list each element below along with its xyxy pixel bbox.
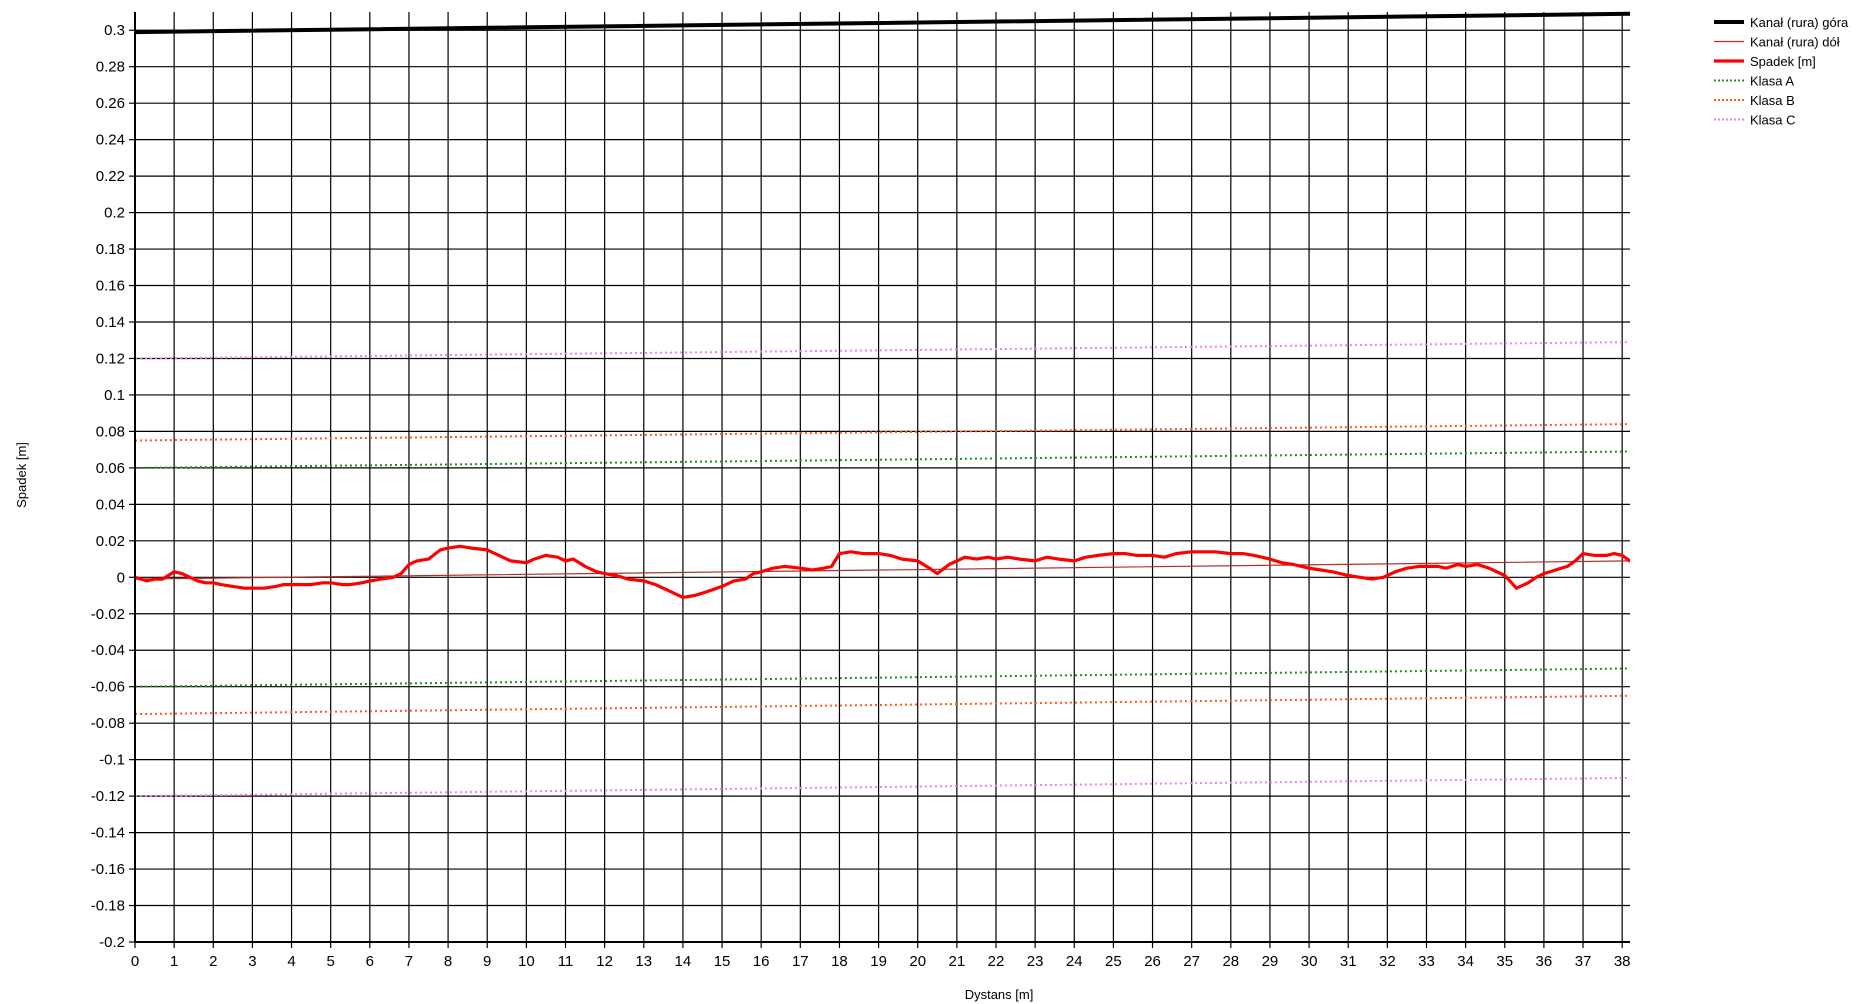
y-axis-title: Spadek [m]: [14, 442, 29, 508]
y-tick-label: -0.16: [91, 861, 125, 878]
x-tick-label: 4: [287, 953, 295, 970]
y-tick-label: 0.24: [96, 132, 125, 149]
x-tick-label: 22: [988, 953, 1005, 970]
y-tick-label: 0.12: [96, 350, 125, 367]
y-tick-label: 0.18: [96, 241, 125, 258]
x-tick-label: 8: [444, 953, 452, 970]
legend-label-klasa-c: Klasa C: [1750, 113, 1796, 128]
x-tick-label: 37: [1575, 953, 1592, 970]
y-tick-label: -0.2: [99, 934, 125, 951]
series-line-klasa-b-lower: [135, 694, 1630, 716]
x-tick-label: 17: [792, 953, 809, 970]
y-tick-label: -0.02: [91, 606, 125, 623]
x-tick-label: 25: [1105, 953, 1122, 970]
legend-label-kana-rura-d: Kanał (rura) dół: [1750, 35, 1840, 50]
y-tick-label: -0.12: [91, 788, 125, 805]
x-tick-label: 10: [518, 953, 535, 970]
y-tick-label: 0.16: [96, 278, 125, 295]
x-tick-label: 0: [131, 953, 139, 970]
x-tick-label: 28: [1222, 953, 1239, 970]
y-tick-label: 0.08: [96, 423, 125, 440]
x-tick-label: 31: [1340, 953, 1357, 970]
series-line-klasa-a: [135, 450, 1630, 469]
series-line-klasa-c: [135, 341, 1630, 360]
x-tick-label: 20: [909, 953, 926, 970]
legend-label-klasa-b: Klasa B: [1750, 93, 1795, 108]
y-tick-label: -0.04: [91, 642, 125, 659]
x-tick-label: 5: [327, 953, 335, 970]
x-tick-label: 29: [1262, 953, 1279, 970]
y-tick-label: -0.1: [99, 752, 125, 769]
legend-label-spadek-m: Spadek [m]: [1750, 54, 1816, 69]
x-tick-label: 2: [209, 953, 217, 970]
series-line-klasa-c-lower: [135, 776, 1630, 798]
y-tick-label: 0.04: [96, 496, 125, 513]
x-tick-label: 21: [949, 953, 966, 970]
y-tick-label: -0.06: [91, 679, 125, 696]
y-tick-label: 0.14: [96, 314, 125, 331]
x-tick-label: 12: [596, 953, 613, 970]
axes: [129, 12, 1630, 948]
x-tick-label: 27: [1183, 953, 1200, 970]
x-tick-label: 14: [675, 953, 692, 970]
legend: Kanał (rura) góra Kanał (rura) dół Spadek …: [1714, 15, 1849, 128]
series-line-spadek-m: [135, 544, 1630, 599]
x-tick-label: 26: [1144, 953, 1161, 970]
tick-labels: 0 1 2 3 4 5 6 7 8 9 10 11 12 13 14 15 16 17 18 19 20 21 22 23 24…: [91, 22, 1631, 970]
y-tick-label: 0.06: [96, 460, 125, 477]
y-tick-label: 0.1: [104, 387, 125, 404]
x-tick-label: 23: [1027, 953, 1044, 970]
x-tick-label: 3: [248, 953, 256, 970]
y-tick-label: 0.26: [96, 95, 125, 112]
series-line-klasa-a-lower: [135, 667, 1630, 688]
x-tick-label: 13: [635, 953, 652, 970]
x-tick-label: 9: [483, 953, 491, 970]
y-tick-label: -0.14: [91, 825, 125, 842]
x-tick-label: 33: [1418, 953, 1435, 970]
x-tick-label: 36: [1536, 953, 1553, 970]
x-tick-label: 11: [558, 953, 574, 970]
y-tick-label: 0.28: [96, 59, 125, 76]
x-tick-label: 7: [405, 953, 413, 970]
x-tick-label: 34: [1457, 953, 1474, 970]
x-tick-label: 16: [753, 953, 770, 970]
x-tick-label: 15: [714, 953, 731, 970]
y-tick-label: 0.02: [96, 533, 125, 550]
y-tick-label: 0.3: [104, 22, 125, 39]
x-tick-label: 35: [1496, 953, 1513, 970]
x-tick-label: 24: [1066, 953, 1083, 970]
y-tick-label: -0.08: [91, 715, 125, 732]
x-tick-label: 18: [831, 953, 848, 970]
y-tick-label: 0: [117, 569, 125, 586]
x-tick-label: 38: [1614, 953, 1631, 970]
legend-label-klasa-a: Klasa A: [1750, 74, 1794, 89]
grid: [134, 12, 1630, 943]
series-line-klasa-b: [135, 423, 1630, 442]
legend-label-kana-rura-g-ra: Kanał (rura) góra: [1750, 15, 1849, 30]
x-tick-label: 19: [870, 953, 887, 970]
series-line-kana-rura-d: [135, 560, 1630, 580]
x-tick-label: 30: [1301, 953, 1318, 970]
x-tick-label: 6: [366, 953, 374, 970]
y-tick-label: -0.18: [91, 898, 125, 915]
y-tick-label: 0.2: [104, 205, 125, 222]
x-tick-label: 32: [1379, 953, 1396, 970]
x-axis-title: Dystans [m]: [965, 987, 1034, 1002]
series-layer: [135, 11, 1630, 798]
y-tick-label: 0.22: [96, 168, 125, 185]
x-tick-label: 1: [170, 953, 178, 970]
series-line-kana-rura-g-ra: [135, 11, 1630, 35]
